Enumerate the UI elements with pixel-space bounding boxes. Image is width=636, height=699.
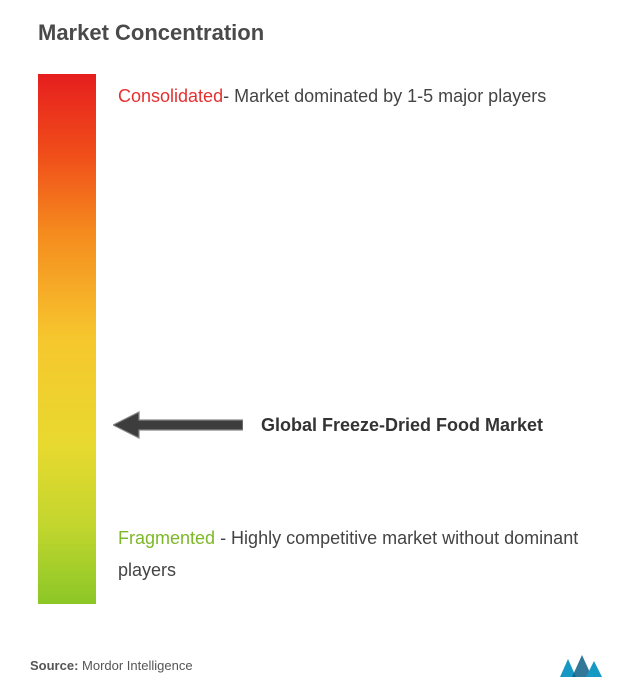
- fragmented-keyword: Fragmented: [118, 528, 215, 548]
- consolidated-desc: - Market dominated by 1-5 major players: [223, 86, 546, 106]
- arrow-left-icon: [113, 410, 243, 440]
- concentration-gradient-bar: [38, 74, 96, 604]
- consolidated-keyword: Consolidated: [118, 86, 223, 106]
- chart-container: Consolidated- Market dominated by 1-5 ma…: [38, 74, 606, 614]
- source-attribution: Source: Mordor Intelligence: [30, 658, 193, 673]
- market-name-label: Global Freeze-Dried Food Market: [261, 415, 543, 436]
- market-pointer: Global Freeze-Dried Food Market: [113, 410, 543, 440]
- logo-tri-3: [586, 661, 602, 677]
- source-name: Mordor Intelligence: [78, 658, 192, 673]
- fragmented-label: Fragmented - Highly competitive market w…: [118, 522, 596, 587]
- consolidated-label: Consolidated- Market dominated by 1-5 ma…: [118, 82, 596, 111]
- source-label: Source:: [30, 658, 78, 673]
- chart-title: Market Concentration: [38, 20, 606, 46]
- mordor-logo-icon: [558, 651, 606, 679]
- footer: Source: Mordor Intelligence: [30, 651, 606, 679]
